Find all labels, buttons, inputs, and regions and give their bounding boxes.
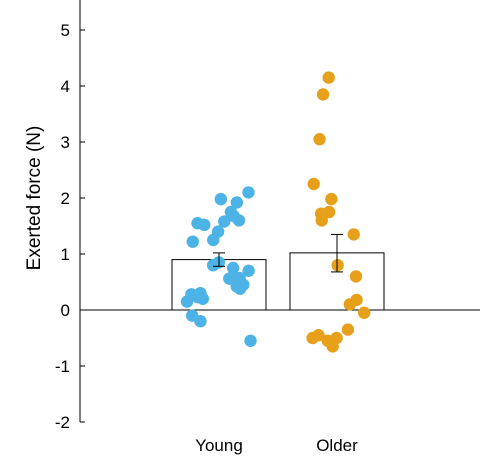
data-point <box>242 264 255 277</box>
data-point <box>218 215 231 228</box>
data-point <box>326 340 339 353</box>
data-point <box>331 259 344 272</box>
data-point <box>357 306 371 319</box>
y-tick-label: 0 <box>61 301 70 320</box>
y-tick-label: 1 <box>61 245 70 264</box>
data-point <box>347 228 360 241</box>
y-tick-label: 3 <box>61 133 70 152</box>
data-point <box>206 259 220 272</box>
y-tick-label: 2 <box>61 189 70 208</box>
data-point <box>341 323 355 336</box>
data-point <box>230 196 244 209</box>
data-point <box>322 71 335 84</box>
data-point <box>196 292 210 305</box>
data-point <box>306 331 319 345</box>
data-point <box>194 315 207 328</box>
data-point <box>325 192 338 206</box>
data-point <box>307 177 320 191</box>
data-point <box>313 133 326 146</box>
data-point <box>214 192 228 206</box>
y-tick-label: 5 <box>61 21 70 40</box>
category-label: Young <box>195 436 243 455</box>
data-point <box>242 186 255 199</box>
data-point <box>349 270 363 283</box>
data-point <box>315 214 328 227</box>
y-tick-label: -2 <box>55 413 70 432</box>
data-point <box>223 272 236 285</box>
category-label: Older <box>316 436 358 455</box>
data-point <box>207 233 220 247</box>
data-point <box>198 218 211 232</box>
data-point <box>244 334 257 347</box>
error-bars <box>213 233 343 273</box>
data-point <box>232 214 246 227</box>
y-axis <box>79 0 85 423</box>
data-point <box>186 235 199 248</box>
y-tick-label: 4 <box>61 77 70 96</box>
y-tick-label: -1 <box>55 357 70 376</box>
y-axis-title: Exerted force (N) <box>24 126 45 271</box>
data-point <box>180 295 194 308</box>
data-point <box>233 282 247 295</box>
category-labels: Young Older <box>195 436 358 455</box>
data-point <box>316 88 330 101</box>
data-point <box>343 298 357 311</box>
y-tick-labels: -2 -1 0 1 2 3 4 5 <box>55 21 70 432</box>
